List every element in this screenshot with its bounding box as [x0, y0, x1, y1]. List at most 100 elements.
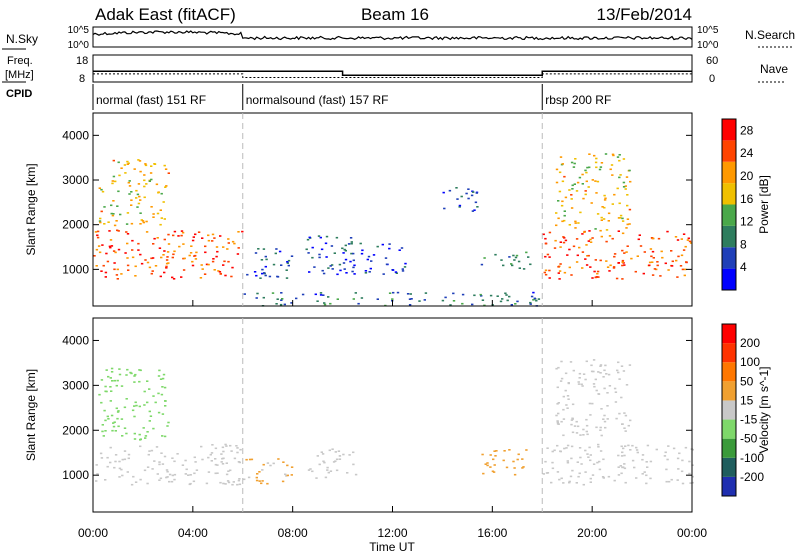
scatter-cell — [159, 275, 162, 278]
scatter-cell — [227, 260, 230, 263]
scatter-cell — [329, 470, 333, 472]
colorbar-label: Velocity [m s^-1] — [757, 367, 771, 454]
scatter-cell — [551, 450, 554, 453]
scatter-cell — [335, 458, 339, 461]
scatter-cell — [613, 255, 616, 258]
scatter-cell — [201, 458, 204, 461]
scatter-cell — [243, 293, 246, 295]
scatter-cell — [172, 278, 176, 280]
scatter-cell — [327, 267, 330, 269]
scatter-cell — [159, 477, 163, 480]
scatter-cell — [641, 473, 644, 475]
scatter-region — [246, 248, 294, 279]
scatter-cell — [588, 153, 591, 155]
scatter-cell — [110, 204, 113, 207]
scatter-cell — [619, 174, 622, 176]
scatter-cell — [582, 197, 585, 200]
scatter-cell — [216, 472, 219, 474]
scatter-cell — [98, 393, 101, 396]
scatter-cell — [214, 472, 217, 475]
scatter-cell — [287, 259, 291, 262]
scatter-cell — [321, 453, 325, 455]
scatter-cell — [533, 297, 536, 300]
scatter-cell — [605, 373, 608, 375]
scatter-cell — [554, 239, 557, 242]
scatter-cell — [410, 298, 413, 300]
scatter-cell — [631, 459, 635, 462]
scatter-cell — [579, 434, 582, 436]
scatter-cell — [630, 257, 633, 260]
scatter-cell — [599, 372, 602, 374]
scatter-cell — [561, 200, 564, 203]
scatter-cell — [577, 383, 581, 385]
scatter-cell — [126, 242, 129, 245]
scatter-cell — [207, 471, 211, 473]
scatter-cell — [320, 248, 324, 251]
scatter-cell — [137, 249, 140, 251]
scatter-cell — [616, 187, 619, 190]
scatter-cell — [160, 256, 163, 259]
scatter-cell — [329, 302, 332, 305]
scatter-cell — [241, 230, 244, 233]
scatter-cell — [391, 269, 395, 271]
scatter-cell — [689, 242, 693, 244]
scatter-cell — [255, 476, 258, 479]
scatter-cell — [472, 191, 475, 193]
scatter-cell — [113, 379, 116, 382]
scatter-cell — [113, 224, 117, 227]
scatter-cell — [155, 446, 159, 448]
scatter-cell — [571, 418, 574, 420]
scatter-cell — [328, 449, 331, 452]
scatter-cell — [133, 432, 136, 435]
scatter-cell — [597, 276, 600, 278]
scatter-cell — [238, 478, 241, 480]
y-axis-label: Slant Range [km] — [24, 369, 38, 461]
scatter-cell — [567, 382, 570, 384]
scatter-cell — [286, 261, 289, 263]
scatter-cell — [168, 480, 171, 483]
scatter-cell — [138, 405, 141, 408]
scatter-cell — [117, 248, 121, 251]
scatter-cell — [137, 159, 140, 161]
scatter-cell — [557, 366, 560, 369]
scatter-cell — [307, 252, 310, 254]
scatter-cell — [164, 400, 167, 402]
scatter-cell — [261, 268, 264, 271]
scatter-cell — [128, 185, 132, 187]
scatter-cell — [231, 240, 235, 243]
scatter-cell — [385, 263, 389, 266]
scatter-cell — [521, 467, 524, 469]
colorbar-label: Power [dB] — [757, 175, 771, 234]
scatter-cell — [96, 234, 99, 237]
scatter-cell — [623, 427, 626, 429]
scatter-cell — [624, 188, 627, 190]
scatter-cell — [670, 478, 673, 481]
scatter-cell — [636, 451, 639, 454]
scatter-cell — [570, 207, 574, 209]
scatter-cell — [504, 292, 507, 295]
colorbar-swatch — [722, 268, 736, 290]
scatter-region — [307, 448, 358, 479]
scatter-cell — [254, 252, 258, 254]
scatter-cell — [624, 481, 627, 484]
scatter-cell — [635, 449, 639, 451]
scatter-cell — [331, 448, 334, 450]
scatter-cell — [163, 250, 166, 252]
scatter-cell — [133, 405, 136, 407]
scatter-cell — [585, 171, 588, 174]
scatter-cell — [508, 256, 511, 258]
scatter-cell — [605, 240, 608, 243]
scatter-cell — [110, 371, 114, 373]
scatter-cell — [327, 471, 330, 474]
scatter-cell — [543, 271, 546, 274]
scatter-cell — [227, 470, 230, 472]
scatter-cell — [139, 253, 142, 256]
scatter-cell — [494, 253, 497, 256]
scatter-cell — [301, 293, 305, 296]
scatter-cell — [563, 271, 567, 274]
scatter-cell — [622, 370, 626, 372]
colorbar-swatch — [722, 476, 736, 496]
scatter-cell — [589, 481, 592, 483]
scatter-cell — [571, 403, 575, 406]
scatter-cell — [424, 292, 428, 294]
